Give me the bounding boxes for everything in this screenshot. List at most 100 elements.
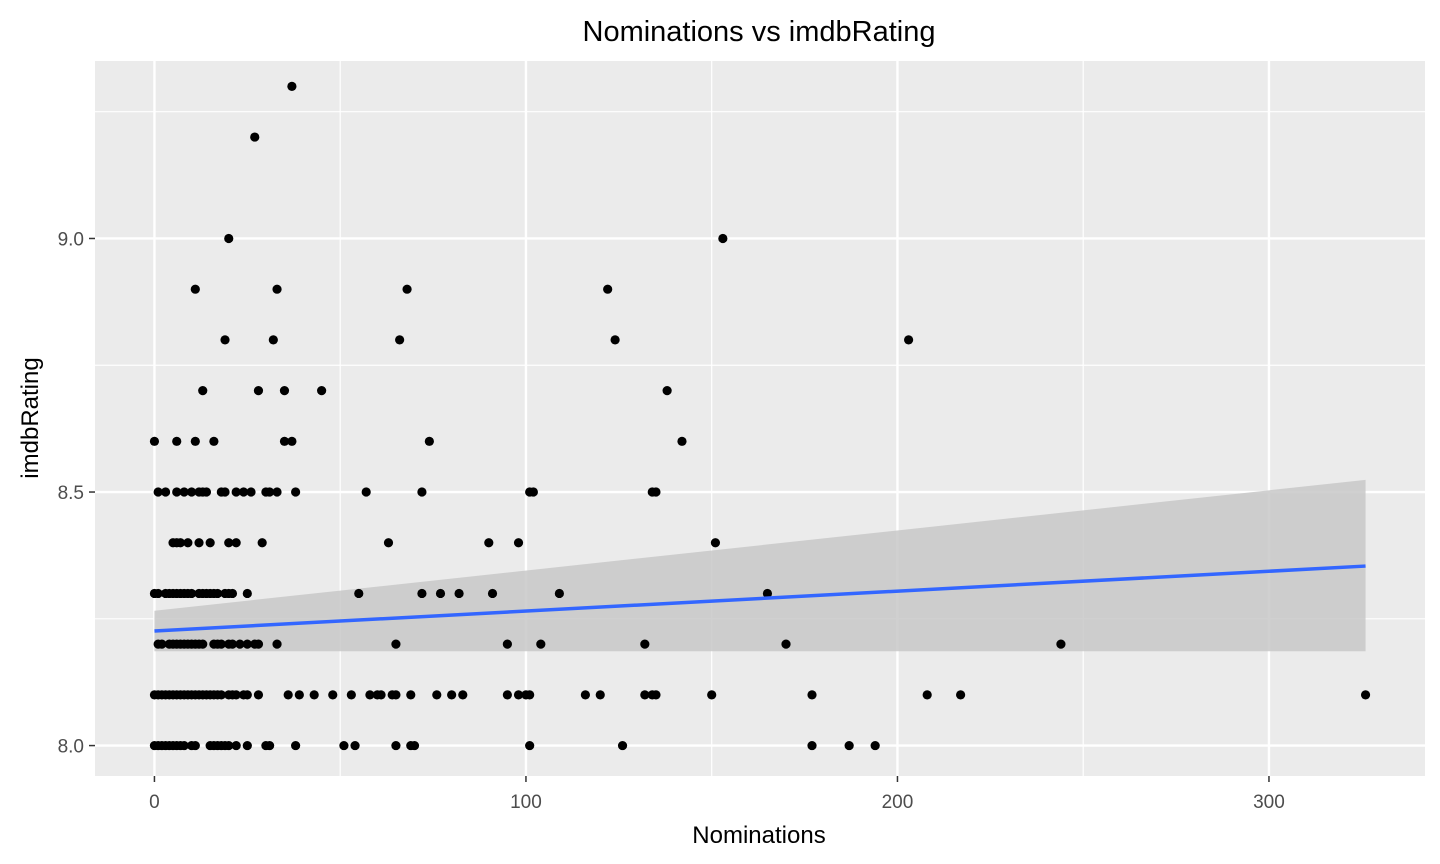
data-point [640,639,650,649]
data-point [183,538,193,548]
data-point [160,487,171,497]
data-point [209,436,219,446]
y-tick-label: 9.0 [58,229,84,250]
data-point [231,740,241,751]
data-point [265,740,275,751]
data-point [272,284,282,294]
data-point [253,386,264,396]
data-point [718,233,728,244]
data-point [287,81,297,91]
data-point [870,740,880,751]
data-point [402,284,412,294]
data-point [212,588,223,599]
data-point [227,588,238,599]
data-point [257,538,267,548]
scatter-points [149,81,1371,751]
data-point [417,588,427,599]
data-point [190,284,200,294]
data-point [224,740,234,751]
data-point [610,335,620,345]
data-point [651,487,661,497]
data-point [554,588,564,599]
data-point [458,690,468,700]
data-point [153,487,163,497]
data-point [291,487,301,497]
data-point [279,436,290,446]
data-point [707,690,717,700]
data-point [231,690,241,700]
data-point [956,690,966,700]
data-point [172,487,182,497]
data-point [216,690,226,700]
data-point [904,335,914,345]
data-point [250,132,260,142]
data-point [265,487,275,497]
data-point [409,740,420,751]
data-point [922,690,932,700]
data-point [186,487,197,497]
data-point [220,487,230,497]
data-point [294,690,304,700]
x-tick-label: 200 [882,792,914,813]
data-point [224,538,234,548]
data-point [205,538,215,548]
data-point [662,386,672,396]
data-point [844,740,854,751]
data-point [1056,639,1066,649]
data-point [291,740,301,751]
data-point [525,740,535,751]
data-point [484,538,494,548]
data-point [157,639,167,649]
data-point [1360,690,1371,700]
data-point [502,690,512,700]
data-point [376,690,386,700]
data-point [253,690,264,700]
x-axis: 0 100 200 300 [149,776,1285,813]
data-point [339,740,349,751]
data-point [406,690,416,700]
data-point [239,487,249,497]
data-point [253,639,264,649]
data-point [231,487,241,497]
data-point [242,588,252,599]
data-point [454,588,464,599]
data-point [603,284,613,294]
data-point [391,740,401,751]
data-point [186,588,197,599]
data-point [502,639,512,649]
data-point [198,639,208,649]
data-point [807,740,817,751]
data-point [391,639,401,649]
data-point [235,639,245,649]
data-point [354,588,364,599]
data-point [179,487,189,497]
x-tick-label: 300 [1253,792,1285,813]
grid-major [95,61,1425,776]
data-point [149,436,160,446]
data-point [246,487,256,497]
data-point [216,639,226,649]
data-point [710,538,721,548]
data-point [179,740,189,751]
data-point [391,690,401,700]
confidence-band [154,479,1366,652]
data-point [365,690,375,700]
trend-line [154,564,1366,633]
data-point [190,436,200,446]
data-point [175,538,186,548]
data-point [224,233,234,244]
data-point [617,740,628,751]
data-point [640,690,650,700]
y-tick-label: 8.5 [58,483,84,504]
data-point [677,436,687,446]
y-tick-label: 8.0 [58,737,84,758]
data-point [231,538,241,548]
data-point [383,538,394,548]
data-point [328,690,338,700]
data-point [283,690,293,700]
data-point [272,639,282,649]
data-point [153,588,163,599]
data-point [807,690,817,700]
data-point [513,690,524,700]
